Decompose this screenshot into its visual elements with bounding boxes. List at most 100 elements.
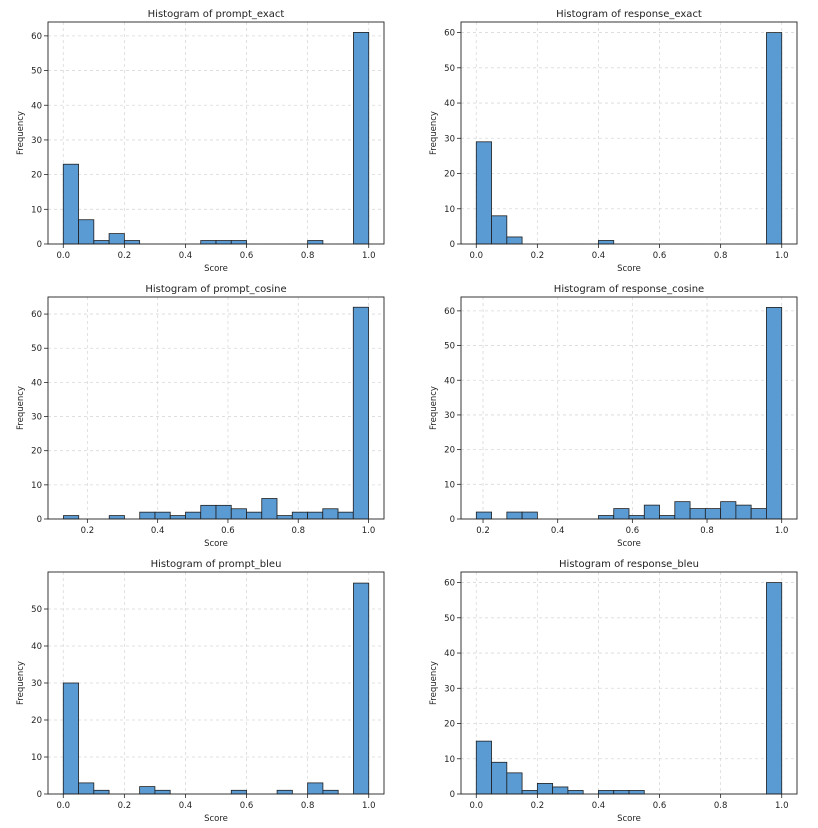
histogram-bar — [720, 501, 737, 520]
chart-title: Histogram of prompt_cosine — [145, 284, 286, 295]
y-tick-label: 20 — [444, 446, 455, 456]
histogram-bar — [154, 511, 171, 520]
y-tick-label: 40 — [444, 99, 455, 109]
x-tick-label: 0.2 — [118, 251, 132, 261]
histogram-bar — [62, 163, 79, 245]
y-tick-label: 30 — [444, 134, 455, 144]
y-tick-label: 50 — [31, 344, 42, 354]
y-tick-label: 60 — [31, 310, 42, 320]
histogram-bar — [506, 236, 523, 245]
y-tick-label: 0 — [450, 515, 455, 525]
histogram-bar — [63, 515, 80, 520]
axes-frame — [460, 296, 798, 520]
histogram-bar — [307, 511, 324, 520]
histogram-bar — [750, 508, 767, 520]
histogram-bar — [139, 786, 156, 795]
y-axis-label: Frequency — [429, 661, 439, 705]
chart-title: Histogram of response_exact — [556, 9, 702, 20]
x-tick-label: 0.6 — [653, 251, 667, 261]
y-tick-label: 10 — [444, 205, 455, 215]
histogram-panel-4: 0.2 0.4 0.6 0.8 1.0 0 10 20 30 40 50 60 Histogram of… — [429, 284, 798, 549]
histogram-bar — [475, 740, 492, 795]
x-tick-label: 0.2 — [531, 251, 545, 261]
histogram-bar — [139, 511, 156, 520]
histogram-bar — [521, 511, 538, 520]
y-axis-label: Frequency — [16, 661, 26, 705]
histogram-bar — [215, 504, 232, 520]
histogram-panel-3: 0.2 0.4 0.6 0.8 1.0 0 10 20 30 40 50 60 Histogram of… — [16, 284, 385, 549]
x-axis-label: Score — [204, 539, 228, 549]
histogram-bar — [307, 782, 324, 795]
axes-frame — [47, 296, 385, 520]
y-axis-label: Frequency — [16, 386, 26, 430]
histogram-bar — [185, 511, 202, 520]
x-tick-label: 0.8 — [301, 801, 315, 811]
histogram-bar — [337, 511, 354, 520]
histogram-bar — [598, 515, 615, 520]
y-axis-label: Frequency — [429, 111, 439, 155]
y-tick-label: 10 — [31, 205, 42, 215]
histogram-bar — [598, 790, 615, 795]
y-tick-label: 20 — [31, 716, 42, 726]
x-tick-label: 1.0 — [775, 526, 789, 536]
x-tick-label: 0.4 — [592, 801, 606, 811]
chart-title: Histogram of response_cosine — [554, 284, 704, 295]
y-tick-label: 50 — [444, 614, 455, 624]
histogram-bar — [62, 682, 79, 795]
y-tick-label: 0 — [37, 240, 42, 250]
histogram-bar — [628, 790, 645, 795]
x-tick-label: 0.0 — [57, 251, 71, 261]
x-tick-label: 0.8 — [714, 801, 728, 811]
histogram-bar — [536, 783, 554, 795]
histogram-bar — [307, 240, 324, 245]
y-axis-label: Frequency — [429, 386, 439, 430]
y-tick-label: 0 — [450, 790, 455, 800]
y-tick-label: 10 — [444, 480, 455, 490]
x-tick-label: 1.0 — [775, 251, 789, 261]
histogram-bar — [475, 141, 492, 245]
x-tick-label: 0.6 — [626, 526, 640, 536]
x-tick-label: 0.8 — [291, 526, 305, 536]
x-tick-label: 0.6 — [221, 526, 235, 536]
histogram-bar — [230, 789, 247, 795]
histogram-panel-6: 0.0 0.2 0.4 0.6 0.8 1.0 0 10 20 30 40 50 60 Histogram… — [429, 559, 798, 824]
x-tick-label: 1.0 — [775, 801, 789, 811]
histogram-bar — [659, 515, 676, 520]
histogram-bar — [491, 215, 508, 245]
x-tick-label: 0.4 — [592, 251, 606, 261]
x-tick-label: 0.6 — [240, 251, 254, 261]
histogram-bar — [78, 782, 95, 795]
chart-title: Histogram of prompt_bleu — [151, 559, 282, 570]
x-tick-label: 1.0 — [362, 801, 376, 811]
x-axis-label: Score — [617, 814, 641, 824]
y-tick-label: 30 — [444, 411, 455, 421]
y-tick-label: 20 — [31, 171, 42, 181]
chart-title: Histogram of response_bleu — [559, 559, 699, 570]
y-tick-label: 20 — [444, 170, 455, 180]
histogram-bar — [643, 504, 660, 520]
y-tick-label: 50 — [444, 342, 455, 352]
histogram-bar — [613, 508, 630, 520]
histogram-bar — [276, 789, 293, 795]
x-axis-label: Score — [204, 264, 228, 274]
axes-frame — [460, 571, 798, 795]
histogram-bar — [735, 504, 752, 520]
y-tick-label: 50 — [444, 64, 455, 74]
histogram-bar — [200, 504, 217, 520]
histogram-bar — [598, 240, 615, 245]
x-tick-label: 0.4 — [551, 526, 565, 536]
y-tick-label: 60 — [444, 29, 455, 39]
x-tick-label: 1.0 — [362, 526, 376, 536]
y-axis-label: Frequency — [16, 111, 26, 155]
x-axis-label: Score — [204, 814, 228, 824]
histogram-bar — [291, 511, 308, 520]
y-tick-label: 30 — [31, 679, 42, 689]
histogram-bar — [154, 789, 171, 795]
x-axis-label: Score — [617, 539, 641, 549]
x-tick-label: 0.8 — [700, 526, 714, 536]
y-tick-label: 60 — [444, 579, 455, 589]
y-tick-label: 40 — [444, 376, 455, 386]
x-tick-label: 0.4 — [151, 526, 165, 536]
y-tick-label: 20 — [444, 720, 455, 730]
